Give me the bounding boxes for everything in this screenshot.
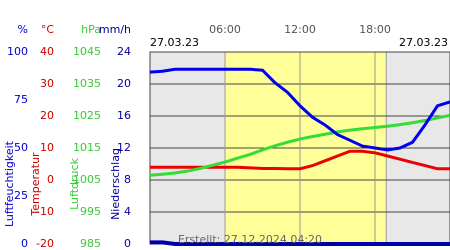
y-tick-label: 1045 [73, 45, 101, 58]
unit-label: °C [41, 23, 55, 36]
y-tick-label: 0 [21, 237, 28, 250]
series-line [149, 67, 450, 152]
series-line [150, 240, 450, 246]
x-tick-label: 06:00 [209, 23, 241, 36]
y-tick-label: 0 [47, 173, 54, 186]
y-tick-label: 1035 [73, 77, 101, 90]
x-tick-label: 12:00 [284, 23, 316, 36]
created-note: Erstellt: 27.12.2024 04:20 [178, 233, 322, 246]
y-tick-label: 100 [7, 45, 28, 58]
y-tick-label: 50 [14, 141, 28, 154]
y-tick-label: 20 [40, 109, 54, 122]
y-tick-label: 1025 [73, 109, 101, 122]
axis-title: Luftfeuchtigkeit [3, 140, 16, 227]
axis-title: Luftdruck [68, 157, 81, 209]
y-tick-label: 25 [14, 189, 28, 202]
y-tick-label: 1015 [73, 141, 101, 154]
y-tick-label: 75 [14, 93, 28, 106]
y-tick-label: 8 [124, 173, 131, 186]
unit-label: hPa [81, 23, 101, 36]
y-tick-label: 995 [80, 205, 101, 218]
y-tick-label: -20 [36, 237, 54, 250]
y-tick-label: 4 [124, 205, 131, 218]
y-tick-label: 0 [124, 237, 131, 250]
y-tick-label: 20 [117, 77, 131, 90]
date-right: 27.03.23 [399, 36, 448, 49]
y-tick-label: 40 [40, 45, 54, 58]
axis-title: Niederschlag [109, 148, 122, 220]
y-tick-label: 16 [117, 109, 131, 122]
date-left: 27.03.23 [150, 36, 199, 49]
series-line [149, 113, 450, 177]
x-tick-label: 18:00 [359, 23, 391, 36]
unit-label: mm/h [99, 23, 131, 36]
axis-title: Temperatur [29, 152, 42, 217]
y-tick-label: 1005 [73, 173, 101, 186]
y-tick-label: 30 [40, 77, 54, 90]
unit-label: % [18, 23, 28, 36]
y-tick-label: 12 [117, 141, 131, 154]
y-tick-label: 24 [117, 45, 131, 58]
y-tick-label: 985 [80, 237, 101, 250]
y-tick-label: -10 [36, 205, 54, 218]
y-tick-label: 10 [40, 141, 54, 154]
